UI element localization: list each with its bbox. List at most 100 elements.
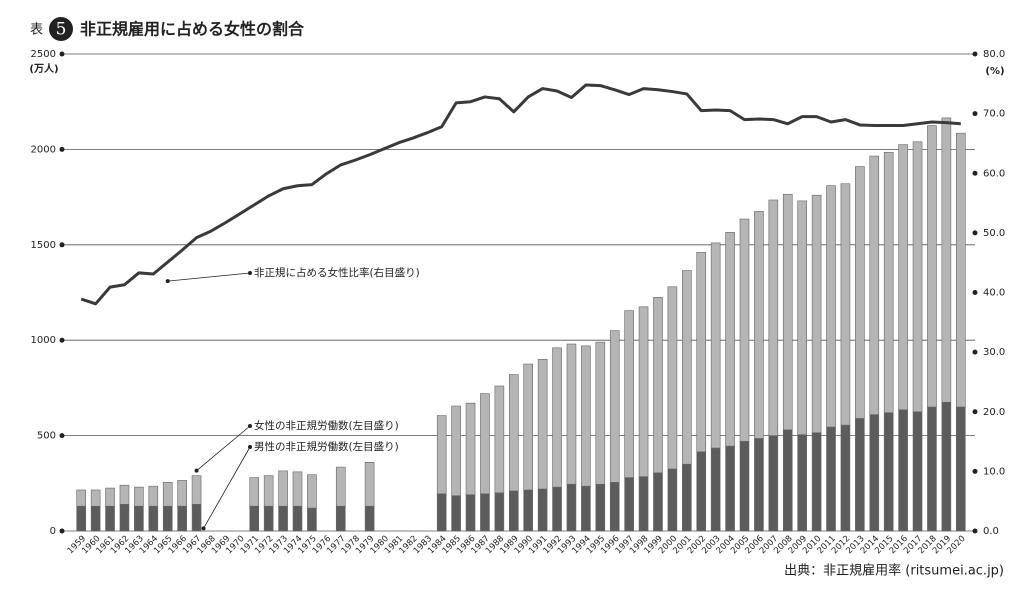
bar-segment [725, 445, 735, 532]
bar-segment [855, 418, 865, 532]
bar-segment [667, 286, 678, 470]
bar-segment [912, 141, 923, 413]
y2-unit: (%) [985, 66, 1004, 77]
bar-segment [480, 493, 490, 532]
bar-segment [955, 406, 966, 532]
bar-segment [566, 343, 577, 485]
bar-segment [307, 507, 317, 532]
tick-dot [59, 51, 65, 57]
bar-segment [710, 447, 721, 532]
bar-segment [494, 385, 505, 494]
bar-segment [134, 505, 144, 532]
bar-segment [595, 341, 606, 485]
bar-segment [710, 242, 721, 449]
chart-title: 非正規雇用に占める女性の割合 [80, 20, 305, 39]
leader-line [196, 425, 251, 471]
y2-tick-label: 30.0 [983, 347, 1005, 358]
title-label: 表 [30, 23, 43, 38]
y-tick-label: 1000 [31, 335, 56, 346]
bar-segment [494, 492, 505, 532]
y2-tick-label: 70.0 [983, 109, 1005, 120]
bar-segment [177, 505, 187, 532]
bar-segment [653, 472, 663, 532]
bar-segment [638, 306, 649, 477]
bar-segment [278, 505, 288, 532]
tick-dot [972, 170, 978, 176]
bar-segment [278, 470, 288, 507]
bar-segment [508, 490, 519, 532]
tick-dot [59, 528, 65, 534]
bar-segment [609, 482, 620, 532]
bar-segment [364, 505, 375, 532]
bar-segment [76, 505, 87, 532]
bar-segment [148, 505, 159, 532]
bar-segment [191, 503, 202, 532]
bar-segment [105, 487, 115, 507]
bar-segment [119, 484, 130, 505]
series-label: 女性の非正規労働数(左目盛り) [254, 419, 399, 432]
bar-segment [898, 144, 908, 411]
bar-segment [581, 345, 591, 487]
bar-segment [826, 426, 836, 532]
bar-segment [754, 438, 764, 532]
bar-segment [653, 296, 663, 474]
y2-tick-label: 10.0 [983, 466, 1005, 477]
leader-dot [248, 445, 252, 449]
bar-segment [912, 411, 923, 532]
bar-segment [869, 414, 880, 532]
title-number: 5 [56, 20, 67, 40]
bar-segment [883, 151, 894, 414]
bar-segment [840, 183, 851, 426]
leader-dot [165, 279, 170, 284]
bar-segment [768, 435, 779, 532]
y2-tick-label: 0.0 [983, 526, 999, 537]
bar-segment [465, 494, 476, 532]
bar-segment [162, 505, 173, 532]
tick-dot [972, 349, 978, 355]
bar-segment [105, 505, 115, 532]
tick-dot [972, 290, 978, 295]
y-tick-label: 2000 [31, 144, 56, 155]
bar-segment [523, 363, 534, 491]
bar-segment [307, 474, 317, 509]
tick-dot [972, 468, 978, 474]
tick-dot [59, 433, 65, 439]
bar-segment [249, 477, 260, 507]
bar-segment [191, 475, 202, 505]
bar-segment [480, 393, 490, 495]
y2-tick-label: 80.0 [983, 49, 1005, 60]
y-unit: (万人) [29, 62, 58, 75]
y2-tick-label: 50.0 [983, 228, 1005, 239]
bar-segment [840, 424, 851, 532]
y2-tick-label: 60.0 [983, 168, 1005, 179]
bar-segment [451, 495, 461, 532]
bar-segment [624, 310, 634, 478]
series-label: 男性の非正規労働数(左目盛り) [254, 440, 399, 453]
bar-segment [451, 405, 461, 497]
bar-segment [682, 270, 692, 465]
leader-dot [248, 271, 252, 275]
tick-dot [972, 528, 978, 534]
y-tick-label: 1500 [31, 240, 56, 251]
bar-segment [177, 480, 187, 507]
bar-segment [436, 415, 447, 495]
series-label: 非正規に占める女性比率(右目盛り) [254, 266, 420, 279]
y2-tick-label: 40.0 [983, 288, 1005, 299]
bar-segment [797, 434, 807, 532]
bar-segment [335, 466, 346, 507]
bar-segment [638, 476, 649, 532]
bar-segment [364, 462, 375, 507]
tick-dot [972, 111, 978, 117]
bar-segment [263, 505, 274, 532]
source: 出典：非正規雇用率 (ritsumei.ac.jp) [784, 563, 1004, 579]
bar-segment [249, 505, 260, 532]
bar-segment [725, 232, 735, 447]
tick-dot [972, 409, 978, 415]
bar-segment [855, 166, 865, 419]
tick-dot [59, 146, 65, 152]
y-tick-label: 2500 [31, 49, 56, 60]
bar-segment [609, 330, 620, 483]
bar-segment [696, 451, 707, 532]
bar-segment [537, 488, 548, 532]
